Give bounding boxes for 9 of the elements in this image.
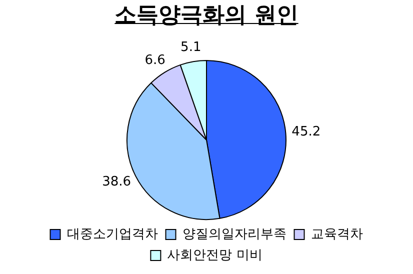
legend-label: 사회안전망 미비: [167, 248, 262, 263]
legend-label: 교육격차: [310, 226, 363, 242]
data-label: 6.6: [144, 52, 166, 68]
data-label: 45.2: [292, 124, 321, 140]
data-label: 38.6: [102, 174, 132, 190]
data-label: 5.1: [180, 40, 202, 56]
legend-label: 대중소기업격차: [66, 226, 158, 242]
chart-title: 소득양극화의 원인: [114, 3, 298, 28]
legend-label: 양질의일자리부족: [182, 226, 286, 242]
